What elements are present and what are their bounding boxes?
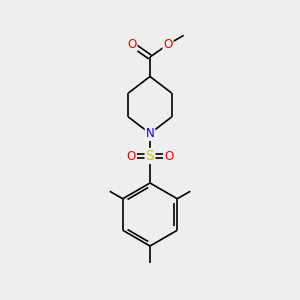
Text: O: O [164, 149, 173, 163]
Text: O: O [127, 149, 136, 163]
Text: O: O [128, 38, 136, 51]
Text: O: O [164, 38, 172, 51]
Text: N: N [146, 127, 154, 140]
Text: S: S [146, 149, 154, 163]
